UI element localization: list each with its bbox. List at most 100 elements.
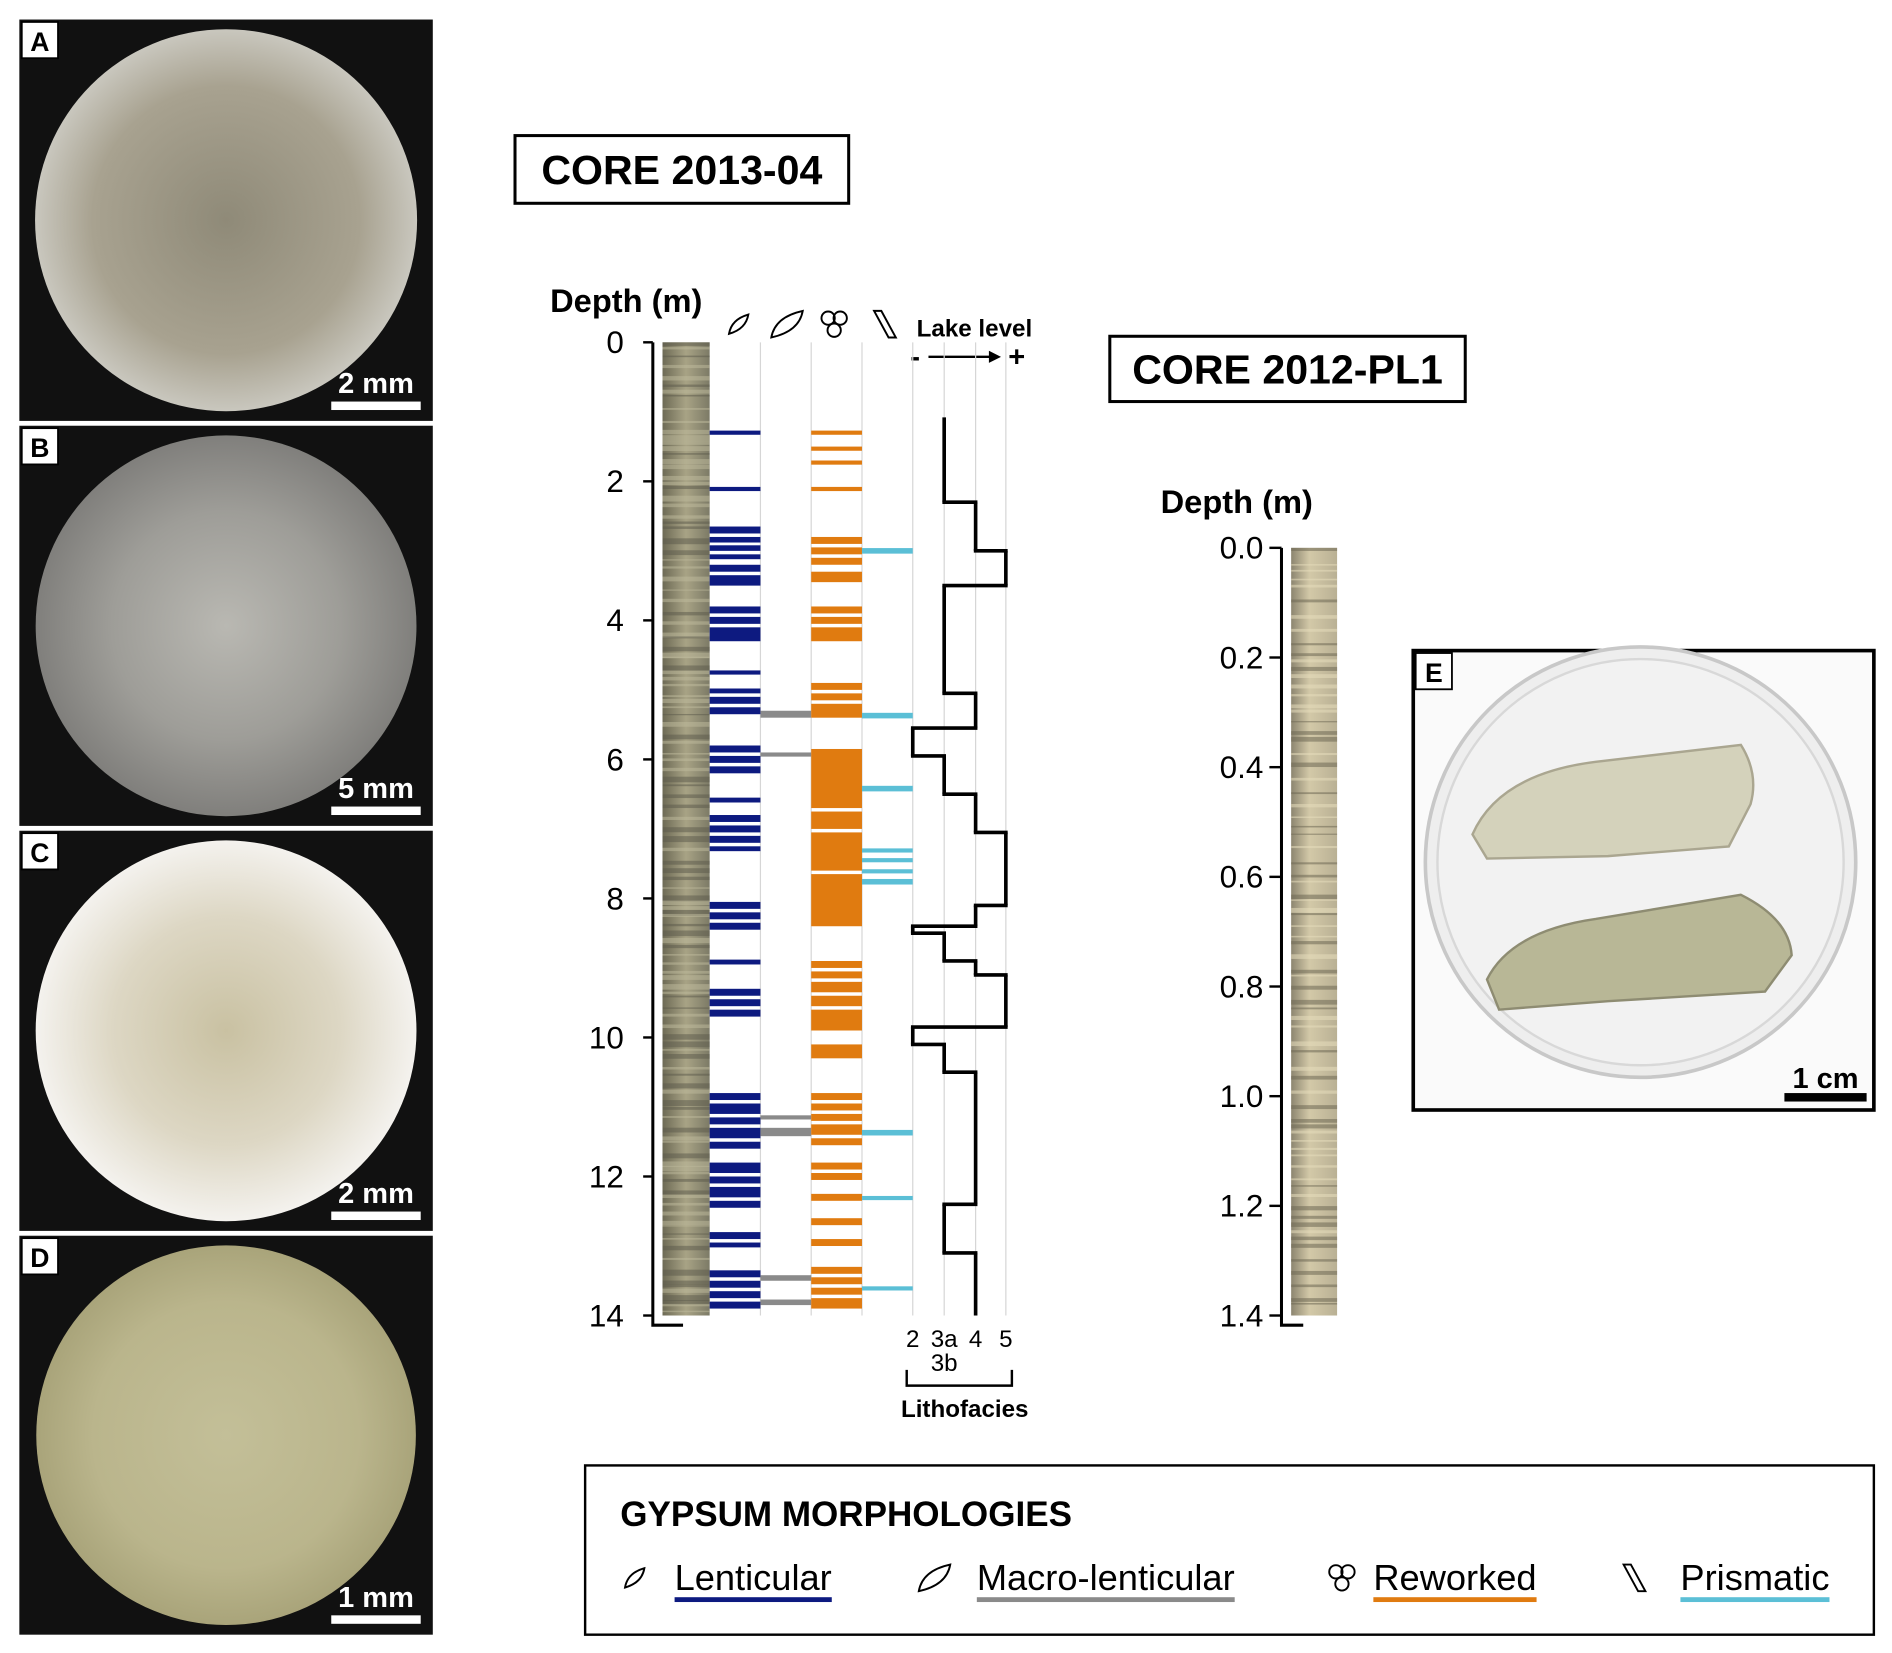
gypsum-band xyxy=(811,1124,862,1135)
crystal xyxy=(1485,893,1793,1011)
legend-title: GYPSUM MORPHOLOGIES xyxy=(620,1495,1072,1534)
core-stripe xyxy=(1291,935,1338,938)
core-stripe xyxy=(662,559,710,561)
gypsum-band xyxy=(709,1176,761,1184)
gypsum-band xyxy=(811,1044,862,1059)
core-stripe xyxy=(1291,674,1338,679)
core-stripe xyxy=(662,515,710,519)
axis-label: Depth (m) xyxy=(550,282,702,319)
core-stripe xyxy=(662,632,710,639)
scale-label: 1 cm xyxy=(1792,1063,1858,1095)
core-stripe xyxy=(1291,1259,1338,1262)
core-stripe xyxy=(662,521,710,524)
photo-view xyxy=(35,29,418,412)
gypsum-band xyxy=(811,748,862,809)
gypsum-band xyxy=(811,571,862,583)
gypsum-band xyxy=(709,846,761,852)
gypsum-band xyxy=(811,1239,862,1247)
gypsum-band xyxy=(811,1218,862,1226)
core-stripe xyxy=(1291,1130,1338,1134)
scale-label: 1 mm xyxy=(338,1582,414,1614)
core-stripe xyxy=(662,1245,710,1251)
gypsum-band xyxy=(811,1277,862,1285)
gypsum-band xyxy=(811,1193,862,1201)
core-stripe xyxy=(662,1153,710,1159)
core-stripe xyxy=(662,636,710,639)
core-stripe xyxy=(662,550,710,556)
core-stripe xyxy=(662,1300,710,1305)
y-tick-label: 2 xyxy=(606,464,623,499)
core-stripe xyxy=(662,995,710,998)
core-stripe xyxy=(1291,1119,1338,1123)
core-stripe xyxy=(662,1161,710,1167)
gypsum-band xyxy=(811,981,862,993)
core-title: CORE 2013-04 xyxy=(541,147,822,193)
gypsum-band xyxy=(709,922,761,930)
lithofacies-sub: 3b xyxy=(931,1350,958,1377)
core-stripe xyxy=(662,576,710,582)
scale-label: 5 mm xyxy=(338,773,414,805)
gypsum-band xyxy=(811,1093,862,1101)
gypsum-band xyxy=(861,548,913,554)
core-stripe xyxy=(662,683,710,687)
core-stripe xyxy=(662,355,710,358)
gypsum-band xyxy=(861,785,913,792)
gypsum-band xyxy=(811,703,862,718)
core-stripe xyxy=(1291,816,1338,819)
core-stripe xyxy=(1291,1066,1338,1071)
gypsum-band xyxy=(709,1117,761,1125)
lithofacies-label: Lithofacies xyxy=(901,1396,1029,1423)
core-stripe xyxy=(662,937,710,944)
icon xyxy=(623,1566,646,1589)
gypsum-band xyxy=(811,486,862,492)
gypsum-band xyxy=(709,1186,761,1198)
core-stripe xyxy=(662,1007,710,1009)
core-stripe xyxy=(1291,880,1338,883)
gypsum-band xyxy=(811,811,862,829)
core-stripe xyxy=(1291,941,1338,945)
core-stripe xyxy=(662,1136,710,1141)
lithofacies-tick: 3a xyxy=(931,1326,958,1353)
core-stripe xyxy=(662,860,710,865)
gypsum-band xyxy=(709,536,761,543)
core-stripe xyxy=(662,526,710,529)
core-stripe xyxy=(662,566,710,569)
core-stripe xyxy=(1291,1015,1338,1021)
gypsum-band xyxy=(709,1270,761,1278)
core-stripe xyxy=(1291,569,1338,572)
gypsum-band xyxy=(709,1291,761,1299)
scale-bar xyxy=(331,401,421,411)
legend-label: Lenticular xyxy=(675,1557,832,1598)
morphology-icon xyxy=(872,309,898,339)
core-stripe xyxy=(662,1202,710,1206)
gypsum-band xyxy=(811,971,862,979)
core-stripe xyxy=(1291,874,1338,878)
icon xyxy=(872,309,898,339)
core-stripe xyxy=(662,446,710,452)
core-stripe xyxy=(1291,1041,1338,1047)
panel-letter-box xyxy=(1414,652,1453,691)
core-stripe xyxy=(1291,1050,1338,1053)
scale-bar xyxy=(331,806,421,816)
core-stripe xyxy=(662,429,710,435)
core-stripe xyxy=(1291,547,1338,551)
gypsum-band xyxy=(709,606,761,614)
core-stripe xyxy=(662,794,710,799)
gypsum-band xyxy=(811,960,862,968)
core-stripe xyxy=(662,495,710,502)
icon xyxy=(1334,1576,1350,1592)
lake-minus: - xyxy=(910,341,920,373)
core-stripe xyxy=(1291,736,1338,742)
core-stripe xyxy=(662,665,710,671)
core-stripe xyxy=(1291,599,1338,603)
core-stripe xyxy=(1291,1178,1338,1181)
core-stripe xyxy=(662,347,710,350)
y-tick-label: 0 xyxy=(606,325,623,360)
core-stripe xyxy=(662,395,710,397)
core-stripe xyxy=(1291,974,1338,977)
scale-label: 2 mm xyxy=(338,1178,414,1210)
gypsum-band xyxy=(811,1173,862,1180)
core-stripe xyxy=(1291,825,1338,828)
y-tick-label: 0.8 xyxy=(1220,969,1264,1004)
